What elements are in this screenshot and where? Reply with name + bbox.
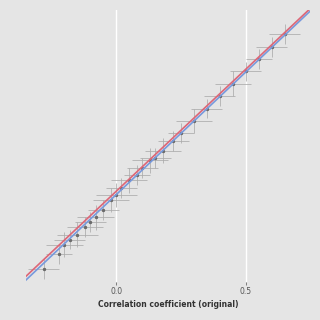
X-axis label: Correlation coefficient (original): Correlation coefficient (original) [98, 300, 238, 309]
